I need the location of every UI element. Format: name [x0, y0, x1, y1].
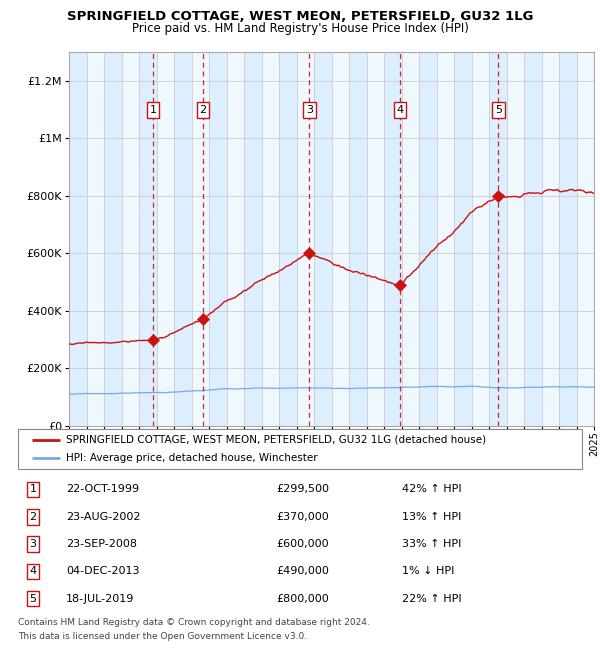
Bar — [331, 52, 349, 426]
Text: 3: 3 — [29, 539, 37, 549]
Bar — [86, 52, 104, 426]
Text: 42% ↑ HPI: 42% ↑ HPI — [402, 484, 461, 495]
Text: 22-OCT-1999: 22-OCT-1999 — [66, 484, 139, 495]
Text: 4: 4 — [29, 566, 37, 577]
Text: 04-DEC-2013: 04-DEC-2013 — [66, 566, 139, 577]
Bar — [577, 52, 594, 426]
Text: 2: 2 — [29, 512, 37, 522]
Bar — [191, 52, 209, 426]
Text: 18-JUL-2019: 18-JUL-2019 — [66, 593, 134, 604]
Text: Price paid vs. HM Land Registry's House Price Index (HPI): Price paid vs. HM Land Registry's House … — [131, 22, 469, 35]
Text: 3: 3 — [306, 105, 313, 115]
Text: 23-AUG-2002: 23-AUG-2002 — [66, 512, 140, 522]
Bar — [472, 52, 489, 426]
Text: £370,000: £370,000 — [276, 512, 329, 522]
Text: 13% ↑ HPI: 13% ↑ HPI — [402, 512, 461, 522]
Bar — [121, 52, 139, 426]
Text: 33% ↑ HPI: 33% ↑ HPI — [402, 539, 461, 549]
FancyBboxPatch shape — [18, 429, 582, 469]
Text: Contains HM Land Registry data © Crown copyright and database right 2024.: Contains HM Land Registry data © Crown c… — [18, 618, 370, 627]
Bar — [542, 52, 559, 426]
Bar — [437, 52, 454, 426]
Text: £800,000: £800,000 — [276, 593, 329, 604]
Bar — [227, 52, 244, 426]
Text: 5: 5 — [495, 105, 502, 115]
Text: 1: 1 — [149, 105, 157, 115]
Text: £600,000: £600,000 — [276, 539, 329, 549]
Text: 4: 4 — [397, 105, 404, 115]
Text: 22% ↑ HPI: 22% ↑ HPI — [402, 593, 461, 604]
Bar — [506, 52, 524, 426]
Text: 1% ↓ HPI: 1% ↓ HPI — [402, 566, 454, 577]
Text: 5: 5 — [29, 593, 37, 604]
Bar — [157, 52, 174, 426]
Text: 23-SEP-2008: 23-SEP-2008 — [66, 539, 137, 549]
Bar — [262, 52, 279, 426]
Bar — [367, 52, 384, 426]
Text: This data is licensed under the Open Government Licence v3.0.: This data is licensed under the Open Gov… — [18, 632, 307, 641]
Text: 1: 1 — [29, 484, 37, 495]
Bar — [401, 52, 419, 426]
Text: SPRINGFIELD COTTAGE, WEST MEON, PETERSFIELD, GU32 1LG (detached house): SPRINGFIELD COTTAGE, WEST MEON, PETERSFI… — [66, 435, 486, 445]
Text: £490,000: £490,000 — [276, 566, 329, 577]
Text: 2: 2 — [199, 105, 206, 115]
Text: HPI: Average price, detached house, Winchester: HPI: Average price, detached house, Winc… — [66, 454, 317, 463]
Text: £299,500: £299,500 — [276, 484, 329, 495]
Bar — [296, 52, 314, 426]
Text: SPRINGFIELD COTTAGE, WEST MEON, PETERSFIELD, GU32 1LG: SPRINGFIELD COTTAGE, WEST MEON, PETERSFI… — [67, 10, 533, 23]
